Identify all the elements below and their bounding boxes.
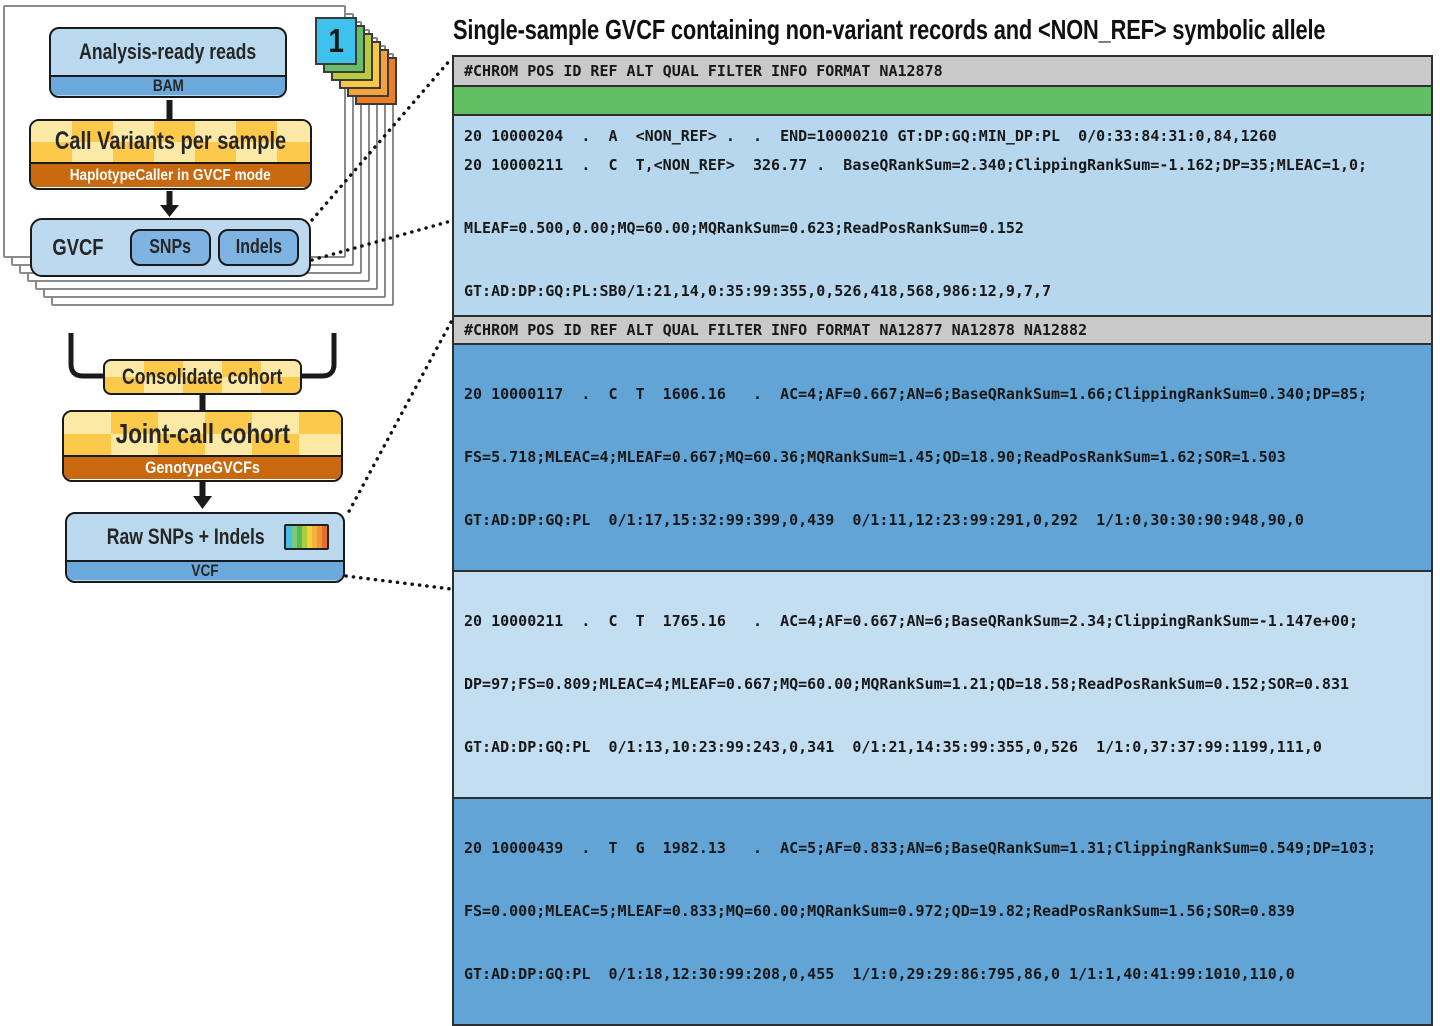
record-line: 20 10000439 . T G 1982.13 . AC=5;AF=0.83… — [464, 839, 1377, 857]
gvcf-box: GVCF SNPs Indels — [30, 218, 311, 277]
sample-number: 1 — [328, 22, 344, 59]
bracket-left — [68, 333, 103, 379]
callout-line-vcf-top — [345, 320, 453, 517]
haplotypecaller-tool-label: HaplotypeCaller in GVCF mode — [69, 166, 271, 184]
analysis-ready-reads-box: Analysis-ready reads BAM — [49, 27, 287, 98]
vcf-table: #CHROM POS ID REF ALT QUAL FILTER INFO F… — [452, 315, 1433, 1026]
gvcf-workflow-figure: { "diagram": { "page_tab_number": "1", "… — [3, 5, 1433, 1026]
record-line: 20 10000211 . C T,<NON_REF> 326.77 . Bas… — [464, 156, 1368, 174]
record-line: FS=0.000;MLEAC=5;MLEAF=0.833;MQ=60.00;MQ… — [464, 902, 1295, 920]
genotypegvcfs-tool-label: GenotypeGVCFs — [145, 458, 260, 477]
gvcf-record-row: 20 10000211 . C T,<NON_REF> 326.77 . Bas… — [454, 114, 1431, 341]
record-line: GT:AD:DP:GQ:PL 0/1:13,10:23:99:243,0,341… — [464, 738, 1322, 756]
snps-label: SNPs — [149, 236, 192, 258]
bracket-right — [302, 333, 337, 379]
arrow-head-icon — [193, 496, 212, 509]
joint-call-cohort-box: Joint-call cohort GenotypeGVCFs — [62, 410, 343, 482]
record-line: GT:AD:DP:GQ:PL:SB0/1:21,14,0:35:99:355,0… — [464, 282, 1051, 300]
indels-label: Indels — [235, 236, 282, 258]
record-line: 20 10000204 . A <NON_REF> . . END=100002… — [464, 127, 1277, 145]
record-line: MLEAF=0.500,0.00;MQ=60.00;MQRankSum=0.62… — [464, 219, 1024, 237]
record-line: GT:AD:DP:GQ:PL 0/1:18,12:30:99:208,0,455… — [464, 965, 1295, 983]
vcf-header-row: #CHROM POS ID REF ALT QUAL FILTER INFO F… — [454, 317, 1431, 343]
consolidate-cohort-box: Consolidate cohort — [103, 359, 302, 395]
vcf-format-label: VCF — [191, 561, 219, 580]
record-line: FS=5.718;MLEAC=4;MLEAF=0.667;MQ=60.36;MQ… — [464, 448, 1286, 466]
raw-snps-indels-box: Raw SNPs + Indels VCF — [65, 512, 345, 583]
gvcf-panel-title: Single-sample GVCF containing non-varian… — [453, 14, 1326, 45]
gvcf-header-row: #CHROM POS ID REF ALT QUAL FILTER INFO F… — [454, 57, 1431, 85]
vcf-record-row: 20 10000211 . C T 1765.16 . AC=4;AF=0.66… — [454, 570, 1431, 797]
raw-snps-indels-label: Raw SNPs + Indels — [106, 524, 265, 549]
record-line: GT:AD:DP:GQ:PL 0/1:17,15:32:99:399,0,439… — [464, 511, 1304, 529]
vcf-record-row: 20 10000117 . C T 1606.16 . AC=4;AF=0.66… — [454, 343, 1431, 570]
snps-box: SNPs — [130, 229, 211, 266]
consolidate-cohort-label: Consolidate cohort — [122, 364, 283, 389]
vcf-record-row: 20 10000439 . T G 1982.13 . AC=5;AF=0.83… — [454, 797, 1431, 1024]
call-variants-label: Call Variants per sample — [54, 127, 287, 155]
joint-call-cohort-label: Joint-call cohort — [115, 417, 290, 449]
rainbow-legend-icon — [284, 524, 329, 550]
record-line: 20 10000117 . C T 1606.16 . AC=4;AF=0.66… — [464, 385, 1368, 403]
gvcf-record-row: 20 10000204 . A <NON_REF> . . END=100002… — [454, 85, 1431, 145]
gvcf-label: GVCF — [52, 233, 104, 260]
call-variants-box: Call Variants per sample HaplotypeCaller… — [29, 119, 312, 190]
analysis-ready-reads-label: Analysis-ready reads — [79, 39, 257, 64]
sample-tab-1: 1 — [315, 17, 357, 65]
callout-line-vcf-bottom — [344, 574, 453, 591]
record-line: 20 10000211 . C T 1765.16 . AC=4;AF=0.66… — [464, 612, 1359, 630]
record-line: DP=97;FS=0.809;MLEAC=4;MLEAF=0.667;MQ=60… — [464, 675, 1350, 693]
indels-box: Indels — [218, 229, 299, 266]
bam-format-label: BAM — [152, 76, 184, 95]
